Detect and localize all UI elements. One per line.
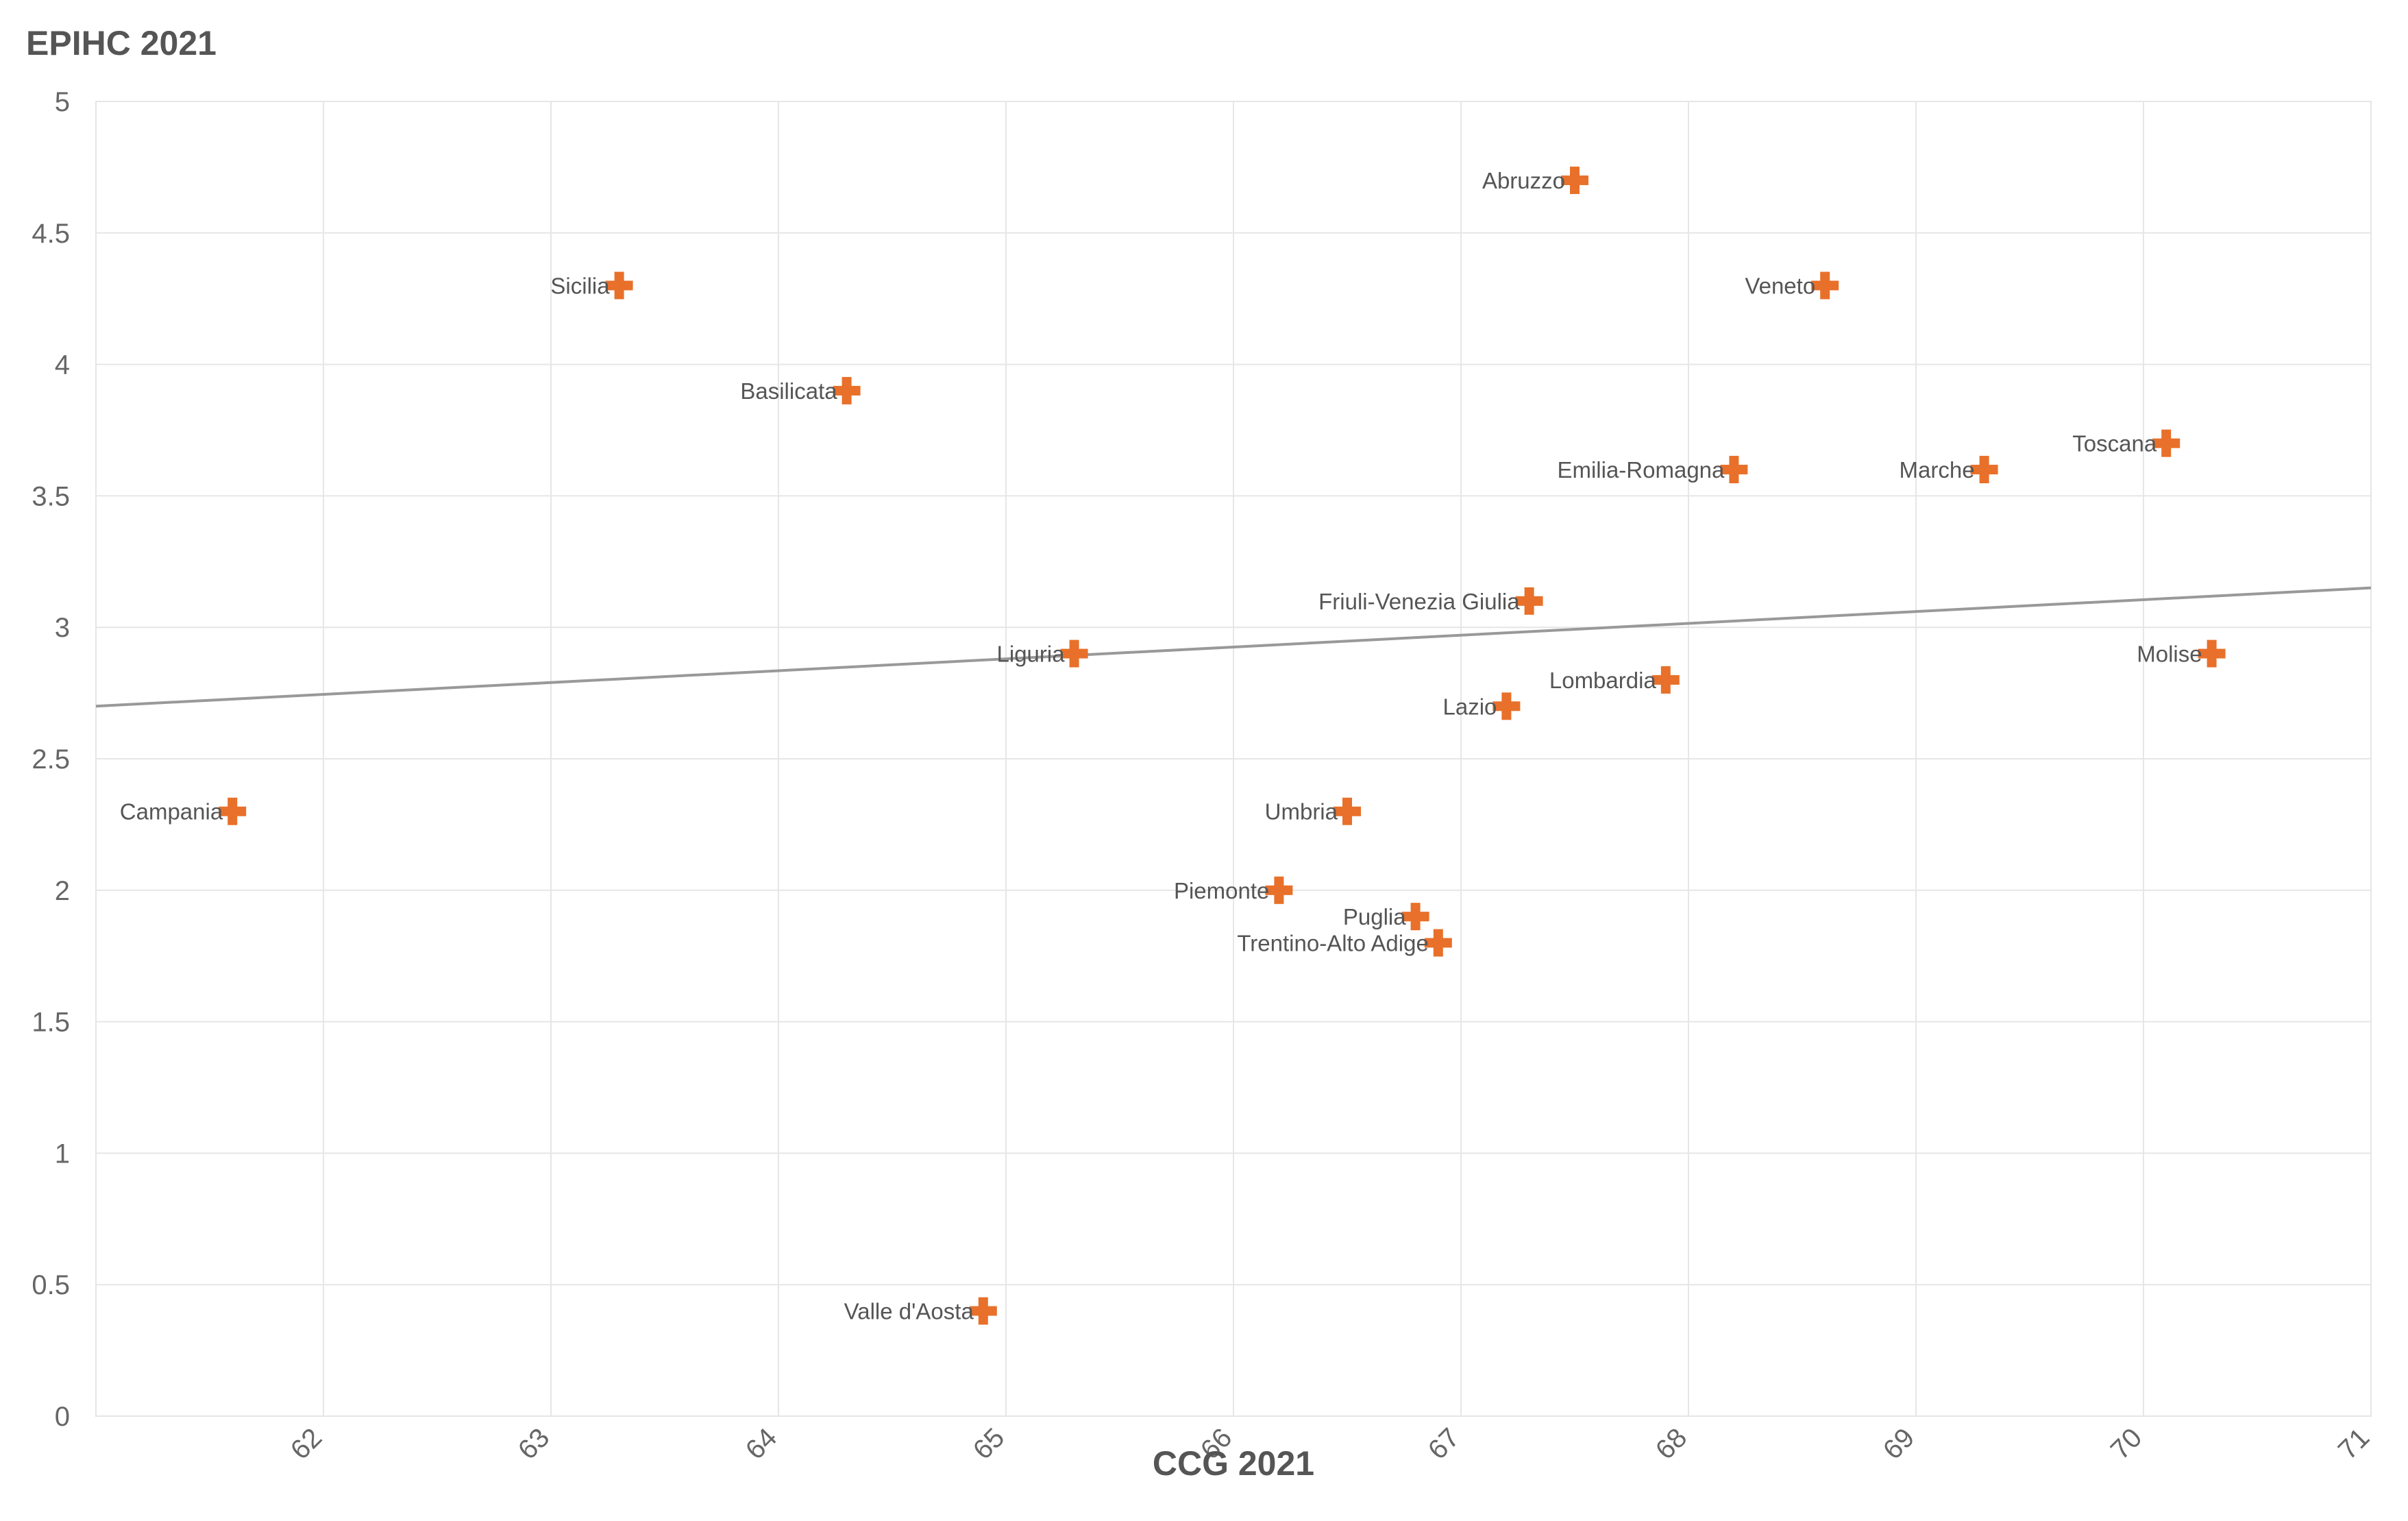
marker-vbar — [1501, 692, 1512, 720]
trend-line — [95, 586, 2372, 708]
y-tick-label: 0.5 — [32, 1270, 70, 1300]
data-point: Lombardia — [1549, 666, 1680, 694]
y-tick-label: 1.5 — [32, 1008, 70, 1038]
data-point: Basilicata — [740, 376, 861, 404]
marker-vbar — [2207, 640, 2217, 668]
marker-vbar — [2161, 429, 2172, 457]
point-label: Emilia-Romagna — [1557, 457, 1725, 483]
y-tick-label: 0 — [55, 1402, 70, 1432]
point-label: Campania — [120, 799, 223, 825]
y-tick-label: 1 — [55, 1139, 70, 1169]
data-point: Campania — [120, 797, 247, 825]
x-tick-label: 62 — [285, 1422, 328, 1465]
x-axis-ticks: 62 63 64 65 66 67 68 69 70 71 — [285, 1422, 2376, 1465]
data-point: Molise — [2137, 640, 2226, 668]
point-label: Friuli-Venezia Giulia — [1318, 589, 1520, 614]
point-label: Lazio — [1443, 694, 1497, 719]
y-tick-label: 5 — [55, 87, 70, 117]
data-point: Trentino-Alto Adige — [1237, 929, 1452, 957]
marker-vbar — [1524, 587, 1534, 615]
point-label: Toscana — [2072, 431, 2157, 457]
data-point: Liguria — [997, 640, 1088, 668]
point-label: Molise — [2137, 642, 2202, 667]
marker-vbar — [1729, 456, 1739, 484]
marker-vbar — [1433, 929, 1443, 957]
marker-vbar — [1820, 271, 1830, 300]
point-label: Liguria — [997, 642, 1066, 667]
marker-vbar — [978, 1297, 988, 1325]
marker-vbar — [1342, 797, 1352, 825]
point-label: Sicilia — [550, 273, 610, 299]
y-tick-label: 2 — [55, 876, 70, 906]
y-tick-label: 4.5 — [32, 219, 70, 249]
marker-vbar — [1410, 903, 1421, 931]
x-tick-label: 67 — [1423, 1422, 1466, 1465]
marker-vbar — [1979, 456, 1989, 484]
x-axis-title: CCG 2021 — [1153, 1444, 1314, 1483]
marker-vbar — [1570, 167, 1580, 195]
y-tick-label: 3 — [55, 613, 70, 643]
marker-vbar — [1660, 666, 1671, 694]
marker-vbar — [1069, 640, 1079, 668]
y-axis-ticks: 0 0.5 1 1.5 2 2.5 3 3.5 4 4.5 5 — [32, 87, 70, 1432]
x-tick-label: 63 — [513, 1422, 556, 1465]
marker-vbar — [614, 271, 624, 300]
data-point: Friuli-Venezia Giulia — [1318, 587, 1543, 615]
point-label: Marche — [1900, 457, 1975, 483]
x-tick-label: 64 — [740, 1422, 783, 1465]
point-label: Abruzzo — [1482, 168, 1565, 193]
point-label: Basilicata — [740, 378, 837, 404]
x-tick-label: 68 — [1650, 1422, 1693, 1465]
data-point: Abruzzo — [1482, 167, 1588, 195]
data-point: Emilia-Romagna — [1557, 456, 1748, 484]
x-tick-label: 71 — [2333, 1422, 2376, 1465]
point-label: Puglia — [1343, 904, 1406, 929]
point-label: Piemonte — [1174, 878, 1269, 903]
y-tick-label: 2.5 — [32, 744, 70, 775]
grid — [95, 101, 2372, 1417]
data-point: Piemonte — [1174, 876, 1293, 904]
data-point: Umbria — [1265, 797, 1361, 825]
point-label: Lombardia — [1549, 668, 1657, 693]
marker-vbar — [841, 376, 852, 404]
y-tick-label: 3.5 — [32, 481, 70, 511]
x-tick-label: 69 — [1878, 1422, 1921, 1465]
point-label: Umbria — [1265, 799, 1338, 825]
point-label: Trentino-Alto Adige — [1237, 931, 1428, 956]
x-tick-label: 65 — [968, 1422, 1011, 1465]
data-point: Veneto — [1745, 271, 1839, 300]
y-axis-title: EPIHC 2021 — [26, 24, 217, 62]
data-point: Puglia — [1343, 903, 1429, 931]
point-label: Veneto — [1745, 273, 1815, 299]
marker-vbar — [1274, 876, 1284, 904]
data-point: Toscana — [2072, 429, 2180, 457]
data-point: Sicilia — [550, 271, 633, 300]
data-point: Valle d'Aosta — [844, 1297, 997, 1325]
y-tick-label: 4 — [55, 350, 70, 380]
data-point: Marche — [1900, 456, 1998, 484]
data-point: Lazio — [1443, 692, 1521, 720]
x-tick-label: 70 — [2105, 1422, 2148, 1465]
data-points: Abruzzo Sicilia Veneto Basilicata Toscana Emi… — [120, 167, 2226, 1325]
point-label: Valle d'Aosta — [844, 1299, 974, 1324]
marker-vbar — [228, 797, 238, 825]
